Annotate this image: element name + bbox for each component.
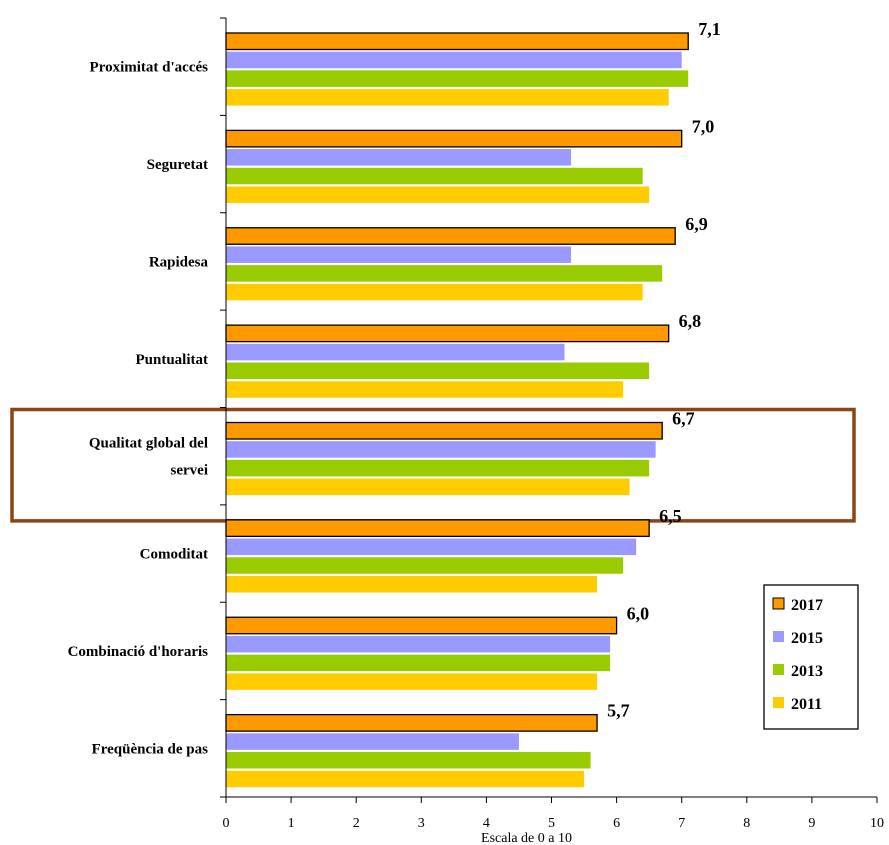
x-tick-label: 6 xyxy=(613,816,620,831)
bar-2011-1[interactable] xyxy=(226,89,669,106)
bar-2015-8[interactable] xyxy=(226,733,519,750)
bar-2017-1[interactable] xyxy=(225,32,689,51)
data-label: 7,0 xyxy=(692,116,715,136)
bar-2013-3[interactable] xyxy=(226,265,663,282)
bar-2011-6[interactable] xyxy=(226,575,598,593)
data-label: 5,7 xyxy=(607,701,630,721)
bar-2017-3[interactable] xyxy=(225,227,676,245)
bar-2011-3[interactable] xyxy=(226,283,643,301)
bar-2013-6[interactable] xyxy=(226,557,624,574)
legend-swatch-2013 xyxy=(773,664,784,675)
bar-2017-8[interactable] xyxy=(225,713,598,732)
bar-2015-5[interactable] xyxy=(226,441,656,458)
category-label: Puntualitat xyxy=(135,352,208,368)
x-tick-label: 1 xyxy=(288,816,295,831)
category-label: Combinació d'horaris xyxy=(68,644,209,660)
legend-swatch-2017 xyxy=(772,597,785,610)
x-tick-label: 8 xyxy=(743,816,750,831)
bar-2013-4[interactable] xyxy=(226,362,650,380)
x-tick-label: 3 xyxy=(418,816,425,831)
data-label: 6,7 xyxy=(672,409,695,429)
bar-2013-1[interactable] xyxy=(226,70,689,87)
x-tick-label: 2 xyxy=(353,816,360,831)
legend-label-2011: 2011 xyxy=(791,696,822,713)
bar-2011-5[interactable] xyxy=(226,478,630,496)
bar-2015-3[interactable] xyxy=(226,246,572,263)
category-label: Proximitat d'accés xyxy=(90,60,209,76)
category-label: Qualitat global del xyxy=(89,436,208,452)
bar-2017-4[interactable] xyxy=(225,324,670,343)
x-tick-label: 9 xyxy=(808,816,815,831)
category-label: servei xyxy=(171,463,208,479)
x-axis-title: Escala de 0 a 10 xyxy=(481,831,572,845)
x-tick-label: 10 xyxy=(870,816,884,831)
bar-2017-6[interactable] xyxy=(225,519,650,538)
legend-label-2017: 2017 xyxy=(791,597,823,614)
category-label: Comoditat xyxy=(140,547,208,563)
bar-2017-7[interactable] xyxy=(225,616,618,635)
category-label: Rapidesa xyxy=(149,254,209,270)
legend-label-2013: 2013 xyxy=(791,663,823,680)
bar-2011-2[interactable] xyxy=(226,186,650,203)
x-tick-label: 5 xyxy=(548,816,555,831)
legend-swatch-2015 xyxy=(773,631,784,642)
bar-2011-4[interactable] xyxy=(226,381,624,398)
bar-2015-4[interactable] xyxy=(226,343,565,361)
bar-2011-7[interactable] xyxy=(226,673,598,690)
bar-2017-2[interactable] xyxy=(225,129,683,148)
x-tick-label: 7 xyxy=(678,816,685,831)
x-tick-label: 4 xyxy=(483,816,490,831)
data-label: 6,9 xyxy=(685,214,708,234)
bar-2011-8[interactable] xyxy=(226,770,585,788)
category-label: Freqüència de pas xyxy=(92,741,209,757)
data-label: 6,8 xyxy=(679,311,702,331)
x-tick-label: 0 xyxy=(223,816,230,831)
bar-2013-2[interactable] xyxy=(226,167,643,185)
bar-2015-7[interactable] xyxy=(226,635,611,653)
bar-2017-5[interactable] xyxy=(225,421,663,440)
legend-label-2015: 2015 xyxy=(791,630,823,647)
bar-2015-2[interactable] xyxy=(226,149,572,166)
data-label: 6,5 xyxy=(659,506,682,526)
data-label: 7,1 xyxy=(698,19,721,39)
bar-2013-7[interactable] xyxy=(226,654,611,672)
bar-2013-5[interactable] xyxy=(226,459,650,477)
legend-swatch-2011 xyxy=(773,697,784,708)
bar-2015-6[interactable] xyxy=(226,538,637,556)
bar-2013-8[interactable] xyxy=(226,752,591,769)
bar-2015-1[interactable] xyxy=(226,51,682,69)
category-label: Seguretat xyxy=(147,157,208,173)
data-label: 6,0 xyxy=(627,603,650,623)
